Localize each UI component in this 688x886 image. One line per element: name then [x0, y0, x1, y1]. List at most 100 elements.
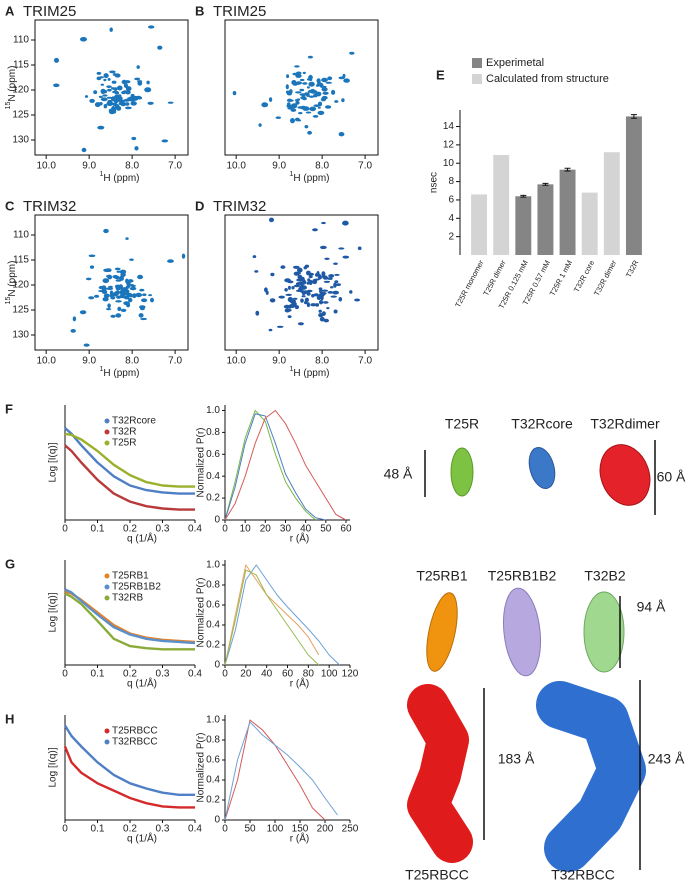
panel-label: G [5, 556, 15, 571]
peak [124, 102, 130, 106]
peak [106, 85, 112, 88]
series-line [64, 592, 195, 651]
peak [136, 65, 140, 69]
x-axis-label-main: H (ppm) [103, 173, 139, 184]
y-tick-label: 0.8 [206, 735, 220, 746]
peak [128, 297, 133, 303]
series-line [224, 413, 326, 521]
peak [72, 316, 77, 322]
y-tick-label: 0.2 [206, 640, 220, 651]
bar [471, 194, 488, 255]
x-axis-label: q (1/Å) [127, 532, 157, 545]
peak [357, 246, 362, 251]
peak [338, 297, 343, 302]
series-line [64, 432, 195, 488]
peak [276, 325, 284, 328]
peak [332, 290, 340, 295]
peak [285, 293, 293, 296]
peak [323, 318, 329, 323]
peak [302, 97, 307, 101]
panel-title: TRIM25 [23, 3, 76, 20]
x-axis-label: 1H (ppm) [99, 366, 139, 378]
peak [328, 274, 334, 278]
y-tick-label: 1.0 [206, 405, 220, 416]
peak [89, 98, 95, 103]
peak [54, 57, 59, 63]
peak [270, 272, 275, 277]
peak [324, 257, 330, 260]
peak [167, 101, 174, 104]
x-tick-label: 0.3 [156, 824, 170, 835]
peak [137, 80, 143, 83]
peak [321, 311, 326, 316]
peak [255, 310, 260, 316]
peak [291, 286, 295, 290]
x-axis-label-sup: 1 [289, 171, 293, 178]
peak [342, 255, 350, 259]
legend-label: T32RBCC [112, 737, 158, 748]
peak [325, 81, 333, 84]
peak [269, 97, 273, 102]
peak [125, 237, 129, 240]
x-axis-label: 1H (ppm) [289, 366, 329, 378]
plot-frame [34, 19, 189, 156]
peak [338, 247, 345, 250]
legend-label: Experimetal [486, 57, 544, 69]
peak [96, 71, 102, 75]
peak [106, 274, 112, 278]
peak [232, 91, 237, 96]
peak [106, 96, 113, 99]
y-axis-label: nsec [429, 172, 440, 193]
x-tick-label: 0.1 [91, 669, 105, 680]
peak [295, 272, 301, 275]
legend-label: Calculated from structure [486, 73, 609, 85]
x-tick-label: T32R core [572, 259, 596, 294]
x-axis-label-sup: 1 [99, 366, 103, 373]
peak [321, 87, 328, 92]
x-tick-label: 50 [320, 524, 332, 535]
series-line [224, 410, 317, 521]
legend-label: T32R [112, 427, 136, 438]
y-tick-label: 0 [214, 515, 220, 526]
x-tick-label: 0 [222, 524, 228, 535]
peak [327, 277, 333, 280]
peak [321, 289, 329, 292]
peak [294, 65, 300, 68]
peak [300, 285, 308, 290]
legend-marker [104, 440, 110, 446]
peak [106, 101, 114, 107]
legend-marker [104, 429, 110, 435]
plot-frame [34, 214, 189, 351]
structure-name: T25RB1B2 [488, 568, 557, 584]
x-tick-label: 0.4 [188, 669, 202, 680]
structure-name: T32B2 [584, 568, 625, 584]
peak [140, 317, 148, 321]
series-line [224, 719, 326, 821]
peak [102, 278, 110, 284]
panel-label: B [195, 3, 204, 18]
peak [349, 51, 355, 55]
legend-label: T25RB1B2 [112, 582, 161, 593]
bar [603, 152, 620, 255]
peak [295, 100, 300, 105]
y-tick-label: 6 [448, 195, 454, 206]
y-tick-label: 0.8 [206, 580, 220, 591]
panel-label: H [5, 711, 14, 726]
x-axis-label: r (Å) [290, 532, 309, 545]
peak [146, 80, 150, 85]
peak [349, 290, 353, 294]
peak [283, 304, 290, 309]
x-tick-label: 10.0 [226, 356, 246, 367]
peak [314, 273, 319, 277]
structure-name: T32Rcore [511, 416, 573, 432]
peak [334, 100, 339, 103]
bar [515, 196, 532, 255]
panel-label: E [436, 67, 445, 82]
y-tick-label: 130 [12, 135, 29, 146]
x-tick-label: 200 [317, 824, 334, 835]
peak [103, 104, 108, 109]
panel-label: C [5, 198, 15, 213]
x-axis-label: 1H (ppm) [99, 171, 139, 183]
peak [290, 118, 295, 124]
peak [321, 221, 326, 225]
